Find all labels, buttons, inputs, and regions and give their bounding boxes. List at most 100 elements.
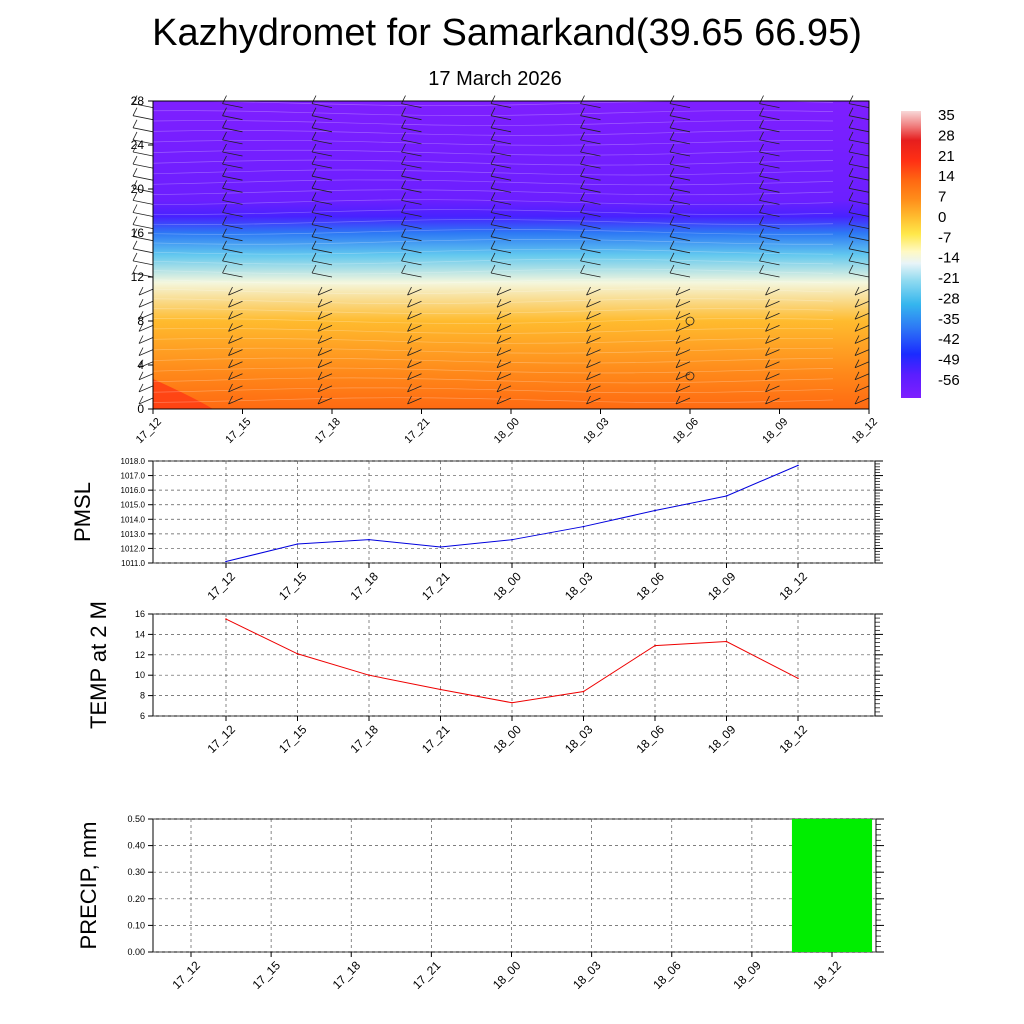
wind-barb — [848, 252, 870, 266]
wind-barb — [401, 155, 422, 169]
wind-barb — [490, 168, 512, 181]
wind-barb — [669, 131, 691, 145]
data-point — [582, 690, 585, 693]
y-tick-label: 12 — [131, 270, 145, 284]
wind-barb — [222, 240, 243, 254]
x-tick-label: 17_12 — [169, 958, 203, 992]
wind-barb — [401, 107, 422, 121]
wind-barb — [496, 359, 512, 369]
wind-barb — [490, 95, 512, 108]
temperature-contour — [152, 298, 834, 304]
wind-barb — [490, 131, 512, 145]
chart-subtitle: 17 March 2026 — [428, 68, 562, 90]
wind-barb — [311, 240, 333, 254]
wind-barb — [580, 119, 601, 133]
wind-barb — [675, 323, 691, 332]
wind-barb — [132, 119, 154, 133]
wind-barb — [490, 192, 512, 205]
wind-barb — [222, 107, 243, 121]
wind-barb — [586, 299, 601, 308]
x-tick-label: 17_12 — [204, 722, 238, 756]
y-tick-label: 4 — [137, 358, 144, 372]
colorbar-label: -49 — [938, 352, 960, 369]
wind-barb — [222, 216, 243, 229]
wind-barb — [138, 299, 154, 308]
wind-barb — [132, 107, 154, 121]
x-tick-label: 18_09 — [730, 958, 764, 992]
wind-barb — [138, 383, 154, 393]
x-tick-label: 17_21 — [410, 958, 444, 992]
wind-barb — [759, 155, 780, 169]
x-tick-label: 17_21 — [402, 416, 432, 446]
y-tick-label: 8 — [140, 691, 145, 701]
chart-title: Kazhydromet for Samarkand(39.65 66.95) — [152, 12, 862, 54]
wind-barb — [401, 228, 422, 242]
temperature-contour — [152, 248, 834, 255]
wind-barb — [848, 119, 870, 133]
x-tick-label: 18_03 — [562, 722, 596, 756]
wind-barb — [675, 383, 691, 393]
y-tick-label: 1011.0 — [121, 559, 145, 568]
temperature-contour — [152, 219, 834, 225]
wind-barb — [138, 395, 154, 405]
wind-barb — [132, 155, 154, 169]
y-tick-label: 8 — [137, 314, 144, 328]
plot-frame — [152, 613, 876, 717]
wind-barb — [132, 95, 154, 108]
temperature-contour — [152, 278, 834, 285]
colorbar-label: -35 — [938, 311, 960, 328]
wind-barb — [132, 168, 154, 181]
wind-barb — [586, 371, 601, 381]
temperature-contour — [152, 337, 834, 344]
wind-barb — [222, 228, 243, 242]
wind-barb — [765, 323, 780, 332]
wind-barb — [496, 299, 512, 308]
wind-barb — [132, 143, 154, 157]
wind-barb — [228, 383, 243, 393]
wind-barb — [669, 216, 691, 229]
x-tick-label: 18_06 — [650, 958, 684, 992]
wind-barb — [311, 204, 333, 217]
wind-barb — [759, 168, 780, 181]
wind-barb — [586, 347, 601, 356]
y-tick-label: 24 — [131, 138, 145, 152]
wind-barb — [586, 383, 601, 393]
data-point — [296, 652, 299, 655]
data-point — [511, 701, 513, 704]
wind-barb — [317, 359, 333, 369]
temperature-contour — [152, 377, 834, 384]
x-tick-label: 18_00 — [490, 569, 524, 603]
wind-barb — [228, 347, 243, 356]
plot-frame — [152, 460, 876, 564]
wind-barb — [848, 168, 870, 181]
colorbar-label: 21 — [938, 148, 955, 165]
wind-barb — [222, 131, 243, 145]
wind-barb — [496, 371, 512, 381]
wind-barb — [228, 359, 243, 369]
wind-barb — [759, 216, 780, 229]
data-point — [439, 546, 442, 548]
temperature-contour — [152, 347, 834, 354]
wind-barb — [228, 323, 243, 332]
wind-barb — [580, 264, 601, 278]
wind-barb — [848, 107, 870, 121]
wind-barb — [759, 119, 780, 133]
wind-barb — [765, 395, 780, 405]
wind-barb — [848, 180, 870, 193]
wind-barb — [311, 228, 333, 242]
wind-barb — [580, 107, 601, 121]
wind-barb — [490, 180, 512, 193]
wind-barb — [222, 143, 243, 157]
wind-barb — [759, 204, 780, 217]
wind-barb — [848, 228, 870, 242]
x-tick-label: 18_06 — [633, 569, 667, 603]
wind-barb — [401, 131, 422, 145]
wind-barb — [854, 286, 870, 296]
temperature-contour — [152, 149, 834, 156]
wind-barb — [669, 192, 691, 205]
y-tick-label: 0.10 — [127, 920, 145, 930]
wind-barb — [311, 95, 333, 108]
wind-barb — [132, 192, 154, 205]
wind-barb — [854, 311, 870, 320]
wind-barb — [222, 180, 243, 193]
